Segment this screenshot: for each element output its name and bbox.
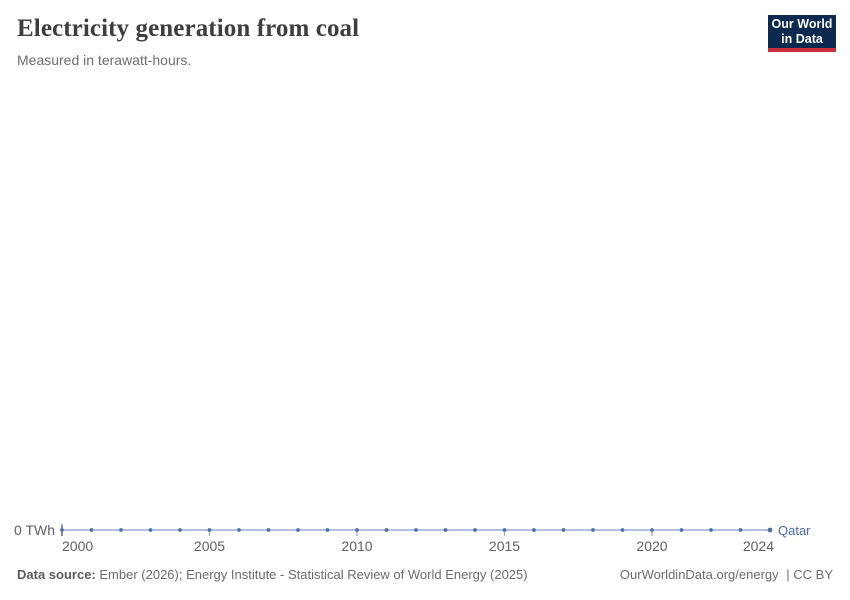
data-point-2014 [473,528,477,532]
data-point-2003 [148,528,153,532]
license-text: | CC BY [786,567,833,582]
data-point-2013 [443,528,448,532]
data-point-2002 [119,528,123,532]
data-point-2015 [502,528,507,532]
data-point-2021 [679,528,684,532]
chart-header: Electricity generation from coal Measure… [17,14,836,69]
x-tick-label-2024: 2024 [743,538,774,554]
x-tick-label-2015: 2015 [489,538,520,554]
data-point-2010 [355,528,359,532]
data-source-note: Data source: Ember (2026); Energy Instit… [17,567,528,583]
data-point-2011 [384,528,389,532]
x-tick-label-2010: 2010 [341,538,372,554]
x-tick-label-2000: 2000 [62,538,93,554]
owid-logo[interactable]: Our World in Data [768,15,836,52]
chart-footer: Data source: Ember (2026); Energy Instit… [17,567,833,583]
data-point-2006 [237,528,241,532]
data-source-text: Ember (2026); Energy Institute - Statist… [99,567,528,582]
data-point-2022 [709,528,713,532]
page-title: Electricity generation from coal [17,15,360,42]
chart-subtitle: Measured in terawatt-hours. [17,52,192,68]
data-source-label: Data source: [17,567,96,582]
data-point-2024 [767,527,773,533]
data-point-2018 [591,528,595,532]
owid-url-link[interactable]: OurWorldinData.org/energy [619,567,779,582]
data-point-2008 [296,528,300,532]
data-point-2020 [650,528,654,532]
footer-attribution: OurWorldinData.org/energy | CC BY [620,567,833,583]
data-point-2023 [738,528,743,532]
data-point-2016 [532,528,536,532]
data-point-2004 [178,528,182,532]
owid-logo-line2: in Data [781,31,823,46]
data-point-2019 [620,528,625,532]
x-tick-label-2005: 2005 [194,538,225,554]
y-axis-label: 0 TWh [14,522,55,538]
x-tick-label-2020: 2020 [636,538,667,554]
data-point-2009 [325,528,330,532]
owid-logo-line1: Our World [771,16,833,31]
data-point-2007 [266,528,271,532]
data-point-2005 [207,528,212,532]
data-point-2012 [414,528,418,532]
data-point-2017 [561,528,566,532]
entity-label-qatar: Qatar [778,523,811,538]
data-point-2000 [60,528,64,532]
data-point-2001 [89,528,94,532]
